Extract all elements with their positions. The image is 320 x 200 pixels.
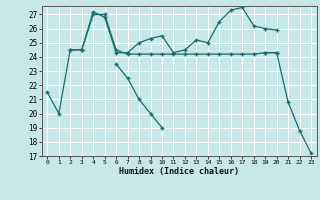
X-axis label: Humidex (Indice chaleur): Humidex (Indice chaleur): [119, 167, 239, 176]
